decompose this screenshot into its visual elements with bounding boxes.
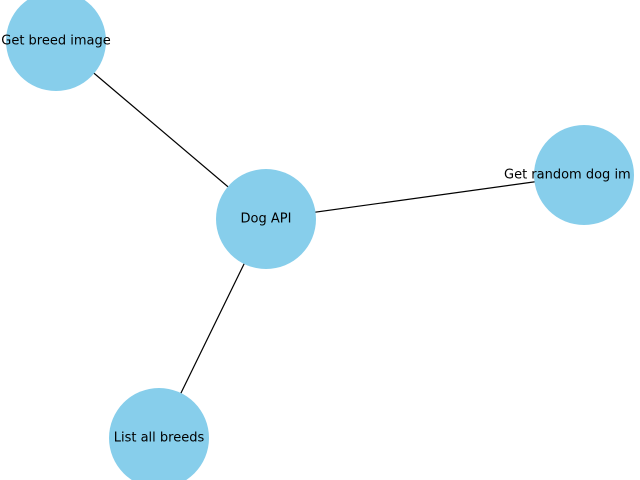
node-label-list-all-breeds: List all breeds [114,431,205,446]
node-get-random-dog-image: Get random dog im [504,125,634,225]
node-label-get-breed-image: Get breed image [1,34,110,49]
edges-layer [55,40,585,439]
node-label-get-random-dog-image: Get random dog im [504,168,631,183]
node-circle-get-breed-image [6,0,106,91]
node-circle-dog-api [216,169,316,269]
edge-dog-api-to-get-random-dog-image [265,174,585,220]
node-list-all-breeds: List all breeds [109,388,209,480]
node-dog-api: Dog API [216,169,316,269]
node-get-breed-image: Get breed image [1,0,111,91]
node-label-dog-api: Dog API [241,212,292,227]
node-circle-list-all-breeds [109,388,209,480]
node-circle-get-random-dog-image [534,125,634,225]
